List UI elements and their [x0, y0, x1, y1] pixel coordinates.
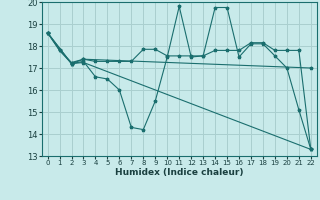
X-axis label: Humidex (Indice chaleur): Humidex (Indice chaleur): [115, 168, 244, 177]
